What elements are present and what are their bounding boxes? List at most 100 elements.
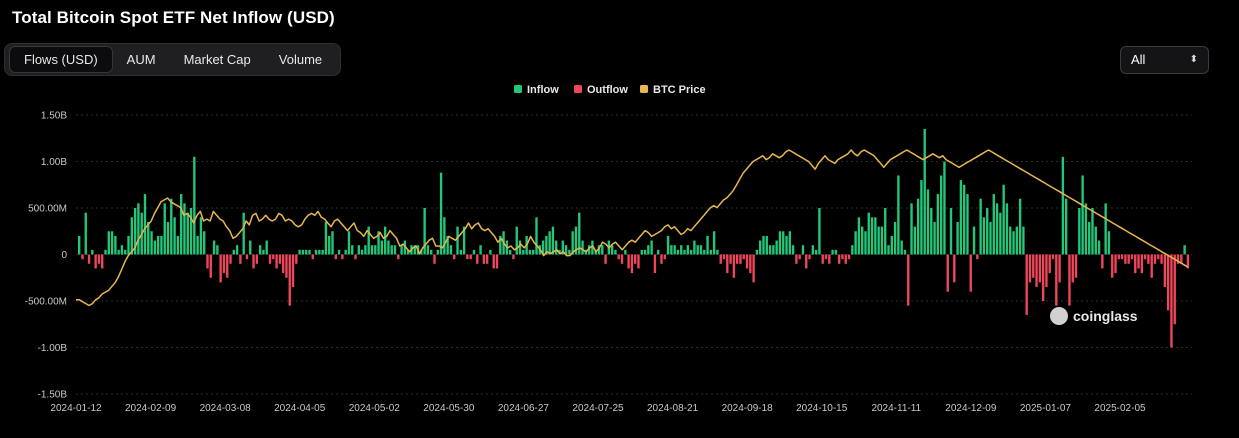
flow-bar[interactable] [824,254,828,260]
flow-bar[interactable] [179,194,183,255]
flow-bar[interactable] [864,231,867,255]
flow-bar[interactable] [1104,203,1107,255]
flow-bar[interactable] [245,254,249,260]
flow-bar[interactable] [907,254,910,306]
flow-bar[interactable] [709,249,713,255]
flow-bar[interactable] [403,240,407,255]
flow-bar[interactable] [249,240,252,255]
flow-bar[interactable] [1005,203,1009,255]
flow-bar[interactable] [614,249,617,255]
flow-bar[interactable] [482,254,486,264]
flow-bar[interactable] [153,240,157,255]
flow-bar[interactable] [637,254,640,269]
flow-bar[interactable] [762,235,765,255]
flow-bar[interactable] [548,231,551,255]
flow-bar[interactable] [841,254,844,260]
flow-bar[interactable] [946,254,949,292]
flow-bar[interactable] [186,212,189,255]
flow-bar[interactable] [887,245,890,255]
flow-bar[interactable] [156,235,160,255]
flow-bar[interactable] [374,245,377,255]
flow-bar[interactable] [979,198,982,255]
flow-bar[interactable] [627,254,630,269]
flow-bar[interactable] [400,245,403,255]
flow-bar[interactable] [1114,254,1117,274]
flow-bar[interactable] [466,254,469,260]
flow-bar[interactable] [206,254,209,269]
flow-bar[interactable] [189,208,193,255]
flow-bar[interactable] [581,240,584,255]
flow-bar[interactable] [364,245,367,255]
flow-bar[interactable] [1173,254,1176,325]
flow-bar[interactable] [78,235,81,255]
flow-bar[interactable] [591,240,594,255]
range-select[interactable]: All ⬍ [1120,46,1209,74]
flow-bar[interactable] [397,254,400,260]
flow-bar[interactable] [351,245,354,255]
flow-bar[interactable] [578,212,581,255]
flow-bar[interactable] [1186,254,1190,269]
flow-bar[interactable] [683,249,686,255]
flow-bar[interactable] [597,245,601,255]
flow-bar[interactable] [555,240,558,255]
flow-bar[interactable] [1180,254,1183,264]
flow-bar[interactable] [854,231,857,255]
flow-bar[interactable] [755,249,759,255]
flow-bar[interactable] [308,249,311,255]
flow-bar[interactable] [920,180,923,255]
flow-bar[interactable] [1061,156,1065,255]
flow-bar[interactable] [745,254,749,269]
flow-bar[interactable] [439,172,443,255]
flow-bar[interactable] [676,249,680,255]
flow-bar[interactable] [262,249,265,255]
flow-bar[interactable] [716,249,719,255]
flow-bar[interactable] [265,240,268,255]
flow-bar[interactable] [1163,254,1167,288]
flow-bar[interactable] [360,249,364,255]
flow-bar[interactable] [1071,254,1074,283]
flow-bar[interactable] [1078,208,1081,255]
flow-bar[interactable] [943,161,946,255]
flow-bar[interactable] [196,235,199,255]
flow-bar[interactable] [278,254,282,264]
flow-bar[interactable] [1055,254,1058,306]
flow-bar[interactable] [571,231,574,255]
flow-bar[interactable] [443,217,446,255]
flow-bar[interactable] [393,245,397,255]
flow-bar[interactable] [305,249,308,255]
flow-bar[interactable] [1137,254,1140,269]
flow-bar[interactable] [518,240,522,255]
flow-bar[interactable] [1038,254,1042,283]
flow-bar[interactable] [268,254,272,264]
flow-bar[interactable] [1176,254,1180,264]
flow-bar[interactable] [923,128,926,255]
flow-bar[interactable] [87,254,91,264]
flow-bar[interactable] [620,254,624,264]
flow-bar[interactable] [318,249,321,255]
flow-bar[interactable] [992,194,995,255]
flow-bar[interactable] [722,254,726,260]
flow-bar[interactable] [939,175,943,255]
tab-volume[interactable]: Volume [278,52,323,67]
flow-bar[interactable] [660,254,663,264]
flow-bar[interactable] [1035,254,1038,288]
flow-bar[interactable] [357,245,361,255]
flow-bar[interactable] [630,254,634,274]
flow-bar[interactable] [785,235,788,255]
legend-label-2[interactable]: BTC Price [653,84,706,96]
flow-bar[interactable] [370,245,374,255]
flow-bar[interactable] [989,221,992,255]
flow-bar[interactable] [913,226,917,255]
flow-bar[interactable] [453,254,456,260]
flow-bar[interactable] [1081,175,1084,255]
flow-bar[interactable] [110,231,114,255]
flow-bar[interactable] [706,235,709,255]
flow-bar[interactable] [837,254,841,264]
flow-bar[interactable] [462,226,466,255]
flow-bar[interactable] [811,245,815,255]
flow-bar[interactable] [459,249,463,255]
flow-bar[interactable] [423,208,426,255]
flow-bar[interactable] [1058,254,1061,283]
flow-bar[interactable] [798,254,801,260]
flow-bar[interactable] [752,254,755,283]
